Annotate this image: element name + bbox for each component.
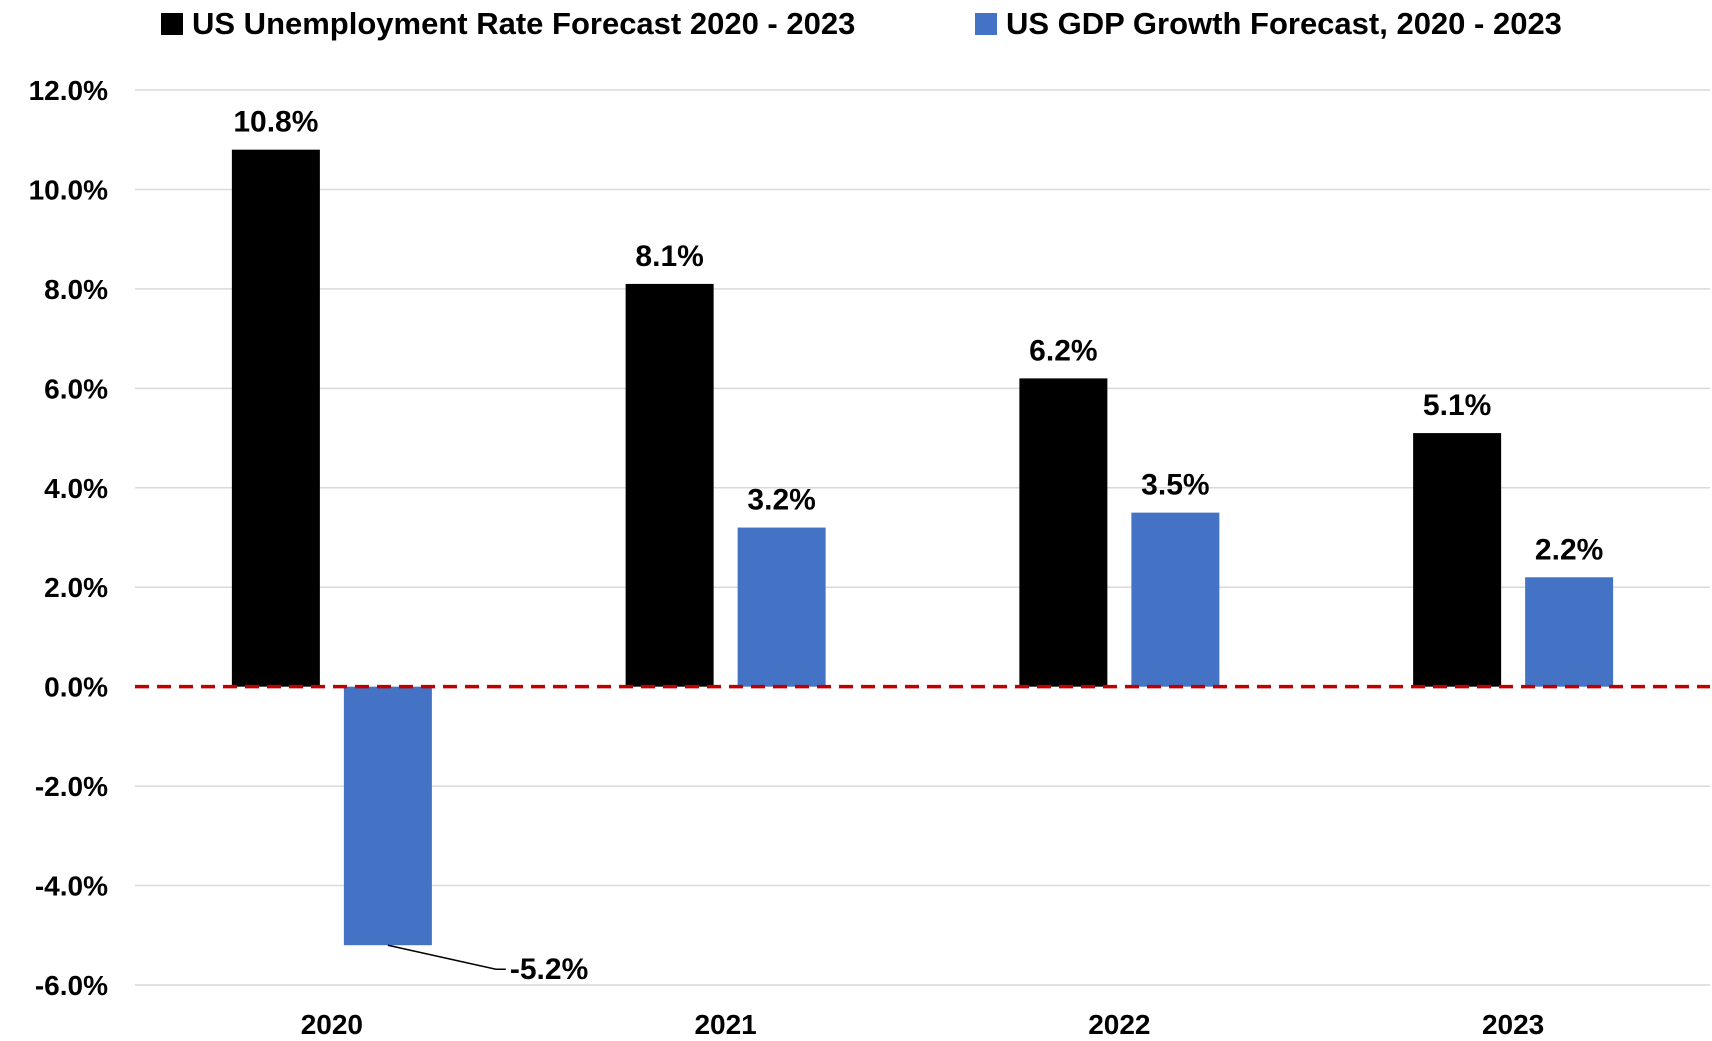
bars bbox=[231, 149, 1614, 946]
bar-gdp-growth-2023 bbox=[1525, 577, 1614, 687]
y-tick-label: -2.0% bbox=[35, 771, 108, 802]
data-labels: 10.8% -5.2% 8.1% 3.2% 6.2% 3.5% 5.1% 2.2% bbox=[233, 106, 1603, 987]
data-label-gdp-growth-2021: 3.2% bbox=[747, 484, 815, 517]
y-axis-tick-labels: 12.0% 10.0% 8.0% 6.0% 4.0% 2.0% 0.0% -2.0% -4.0%… bbox=[29, 75, 109, 1001]
bar-unemployment-2022 bbox=[1019, 378, 1108, 687]
data-label-unemployment-2020: 10.8% bbox=[233, 106, 318, 139]
x-tick-label-2020: 2020 bbox=[301, 1009, 363, 1040]
bar-gdp-growth-2021 bbox=[737, 527, 826, 687]
y-tick-label: -6.0% bbox=[35, 970, 108, 1001]
data-label-gdp-growth-2022: 3.5% bbox=[1141, 469, 1209, 502]
y-tick-label: -4.0% bbox=[35, 871, 108, 902]
x-tick-label-2021: 2021 bbox=[694, 1009, 756, 1040]
x-tick-label-2022: 2022 bbox=[1088, 1009, 1150, 1040]
legend-swatch-1 bbox=[161, 13, 183, 35]
y-tick-label: 8.0% bbox=[44, 274, 108, 305]
x-tick-label-2023: 2023 bbox=[1482, 1009, 1544, 1040]
data-label-unemployment-2022: 6.2% bbox=[1029, 334, 1097, 367]
y-tick-label: 10.0% bbox=[29, 174, 108, 205]
data-label-unemployment-2021: 8.1% bbox=[635, 240, 703, 273]
bar-unemployment-2021 bbox=[625, 283, 714, 687]
bar-gdp-growth-2022 bbox=[1131, 512, 1220, 687]
y-tick-label: 4.0% bbox=[44, 473, 108, 504]
y-tick-label: 0.0% bbox=[44, 672, 108, 703]
y-tick-label: 2.0% bbox=[44, 572, 108, 603]
bar-unemployment-2023 bbox=[1413, 433, 1502, 687]
legend-label-2: US GDP Growth Forecast, 2020 - 2023 bbox=[1006, 6, 1562, 41]
x-axis-tick-labels: 2020 2021 2022 2023 bbox=[301, 1009, 1545, 1040]
data-label-gdp-growth-2020: -5.2% bbox=[510, 953, 588, 986]
y-tick-label: 12.0% bbox=[29, 75, 108, 106]
legend-swatch-2 bbox=[975, 13, 997, 35]
data-label-unemployment-2023: 5.1% bbox=[1423, 389, 1491, 422]
chart-legend: US Unemployment Rate Forecast 2020 - 202… bbox=[161, 6, 1562, 41]
bar-unemployment-2020 bbox=[231, 149, 320, 687]
legend-label-1: US Unemployment Rate Forecast 2020 - 202… bbox=[192, 6, 855, 41]
data-label-gdp-growth-2023: 2.2% bbox=[1535, 533, 1603, 566]
y-tick-label: 6.0% bbox=[44, 373, 108, 404]
data-label-leader-line bbox=[387, 944, 506, 970]
bar-gdp-growth-2020 bbox=[343, 686, 432, 946]
